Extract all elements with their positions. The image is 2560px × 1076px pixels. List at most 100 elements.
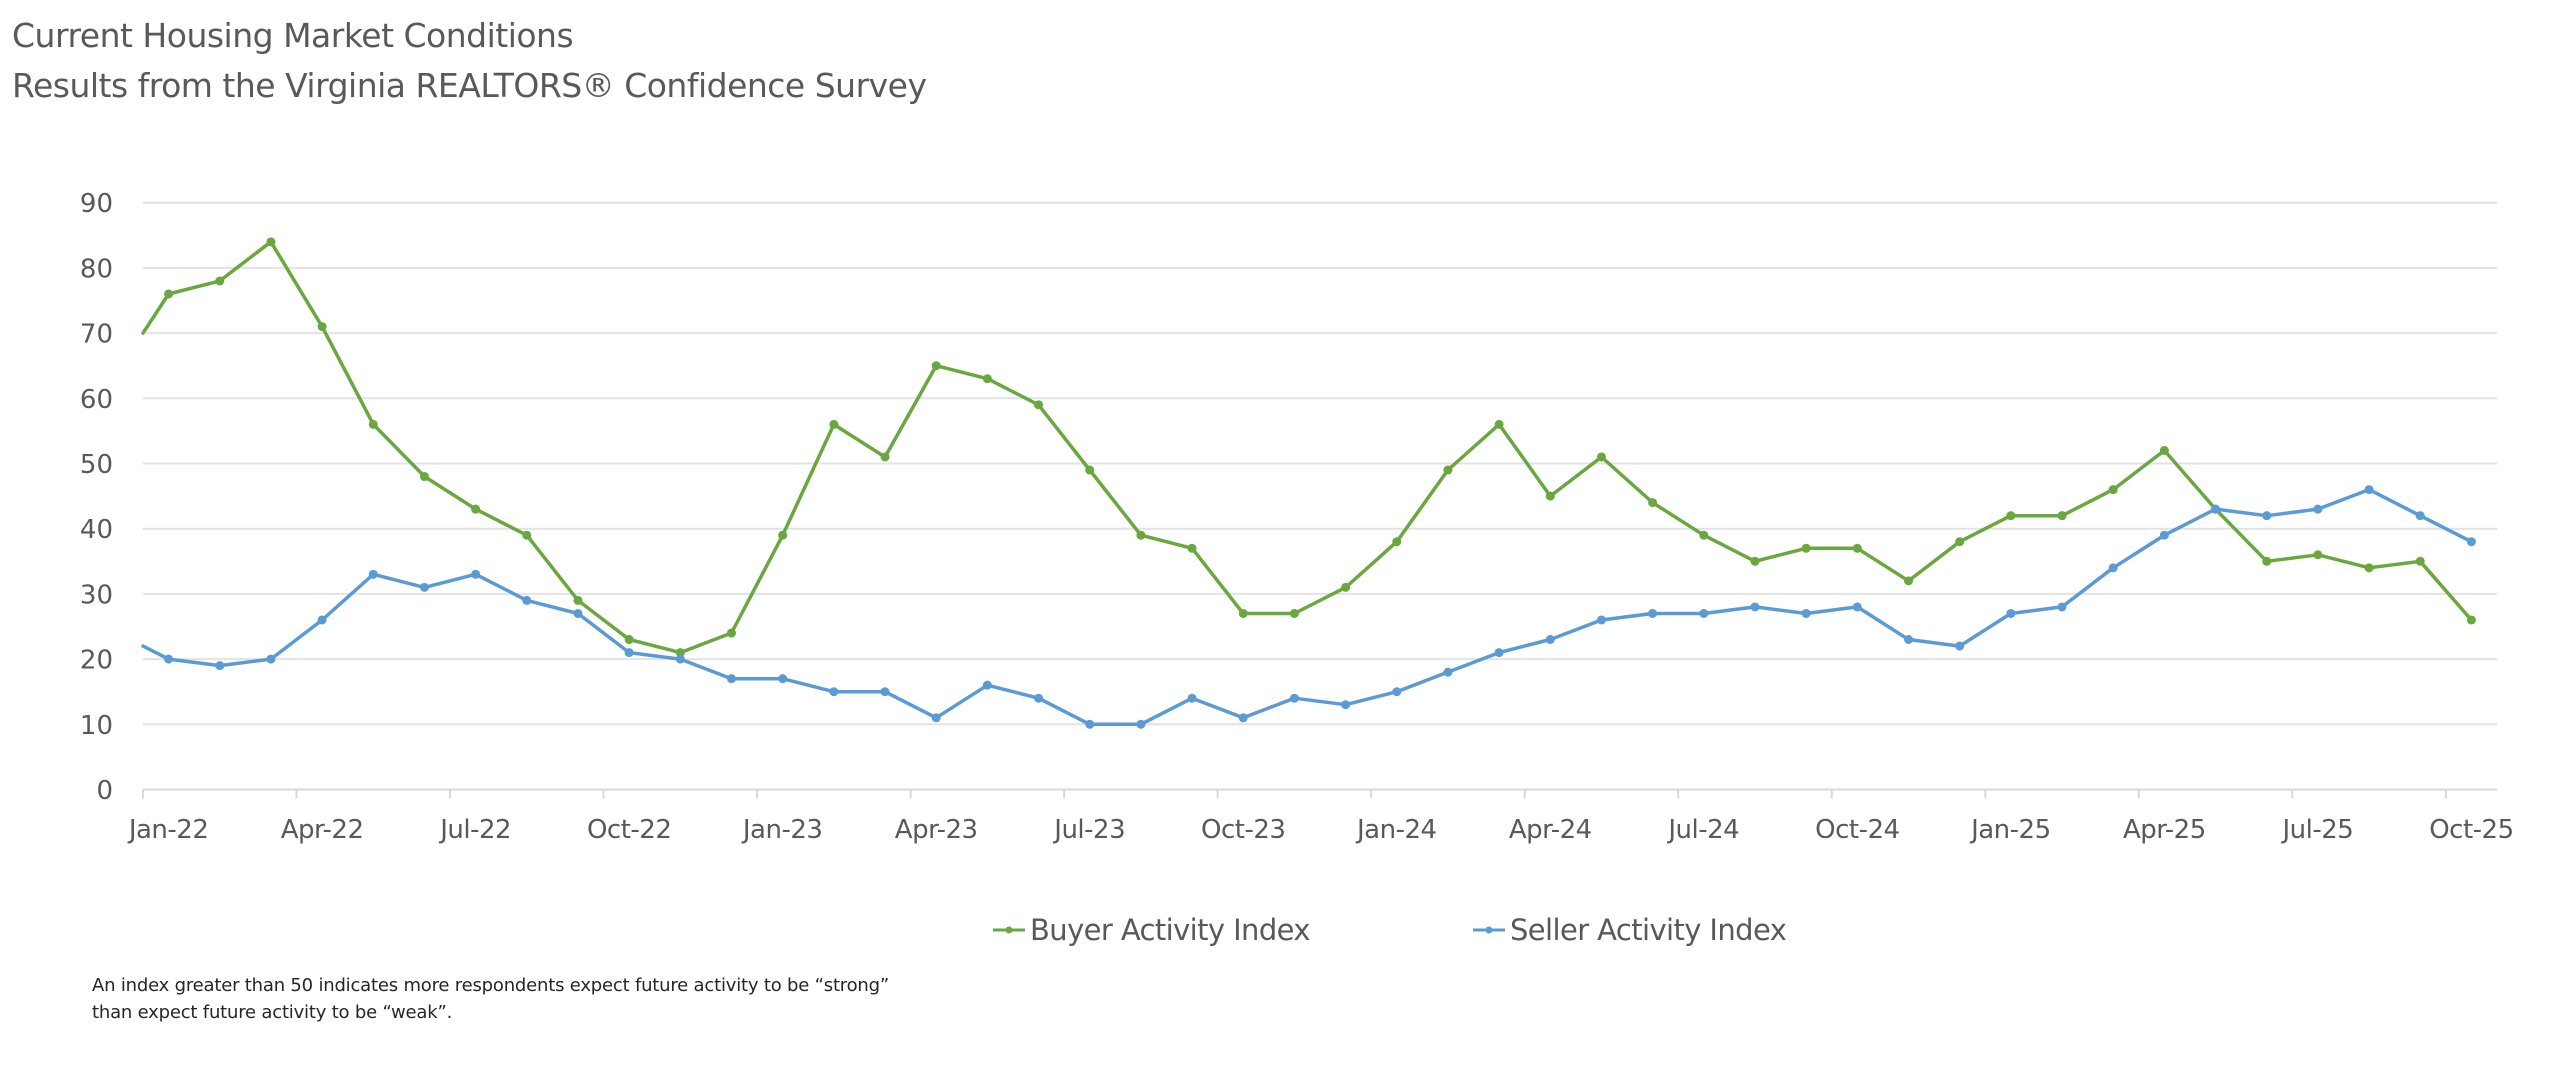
data-point[interactable] (675, 654, 685, 664)
data-point[interactable] (675, 648, 685, 658)
data-point[interactable] (1904, 635, 1913, 645)
data-point[interactable] (727, 674, 736, 684)
data-point[interactable] (931, 361, 941, 371)
data-point[interactable] (1341, 582, 1351, 592)
data-point[interactable] (419, 582, 429, 592)
y-axis: 0 10 20 30 40 50 60 70 80 90 (80, 189, 113, 806)
x-tick-label: Oct-24 (1815, 815, 1899, 845)
data-point[interactable] (1955, 641, 1965, 651)
data-point[interactable] (982, 374, 992, 384)
data-point[interactable] (2159, 445, 2169, 455)
data-point[interactable] (1136, 530, 1146, 540)
x-tick-label: Apr-23 (895, 815, 978, 845)
data-point[interactable] (1136, 719, 1146, 729)
data-point[interactable] (624, 648, 634, 658)
data-point[interactable] (1750, 602, 1760, 612)
data-point[interactable] (573, 608, 583, 618)
data-point[interactable] (317, 322, 327, 332)
y-tick-label: 10 (80, 711, 113, 741)
data-point[interactable] (2006, 511, 2016, 521)
data-point[interactable] (1392, 537, 1402, 547)
data-point[interactable] (1852, 543, 1862, 553)
y-tick-label: 50 (80, 450, 113, 480)
data-point[interactable] (1955, 537, 1965, 547)
data-point[interactable] (1545, 635, 1555, 645)
data-point[interactable] (829, 687, 839, 697)
data-point[interactable] (215, 661, 225, 671)
data-point[interactable] (1904, 576, 1913, 586)
data-point[interactable] (1341, 700, 1351, 710)
data-point[interactable] (880, 687, 890, 697)
data-point[interactable] (778, 530, 788, 540)
data-point[interactable] (2262, 511, 2272, 521)
legend-item-seller[interactable]: Seller Activity Index (1473, 912, 1787, 948)
data-point[interactable] (2466, 537, 2476, 547)
data-point[interactable] (1085, 719, 1095, 729)
data-point[interactable] (215, 276, 225, 286)
data-point[interactable] (2313, 504, 2323, 514)
data-point[interactable] (1545, 491, 1555, 501)
data-point[interactable] (522, 530, 532, 540)
data-point[interactable] (2057, 602, 2067, 612)
data-point[interactable] (1596, 615, 1606, 625)
data-point[interactable] (2415, 511, 2425, 521)
data-point[interactable] (164, 654, 174, 664)
data-point[interactable] (317, 615, 327, 625)
data-point[interactable] (1648, 498, 1658, 508)
data-point[interactable] (419, 472, 429, 482)
data-point[interactable] (880, 452, 890, 462)
data-point[interactable] (2057, 511, 2067, 521)
data-point[interactable] (1187, 543, 1197, 553)
data-point[interactable] (1699, 530, 1709, 540)
data-point[interactable] (982, 680, 992, 690)
data-point[interactable] (368, 419, 378, 429)
data-point[interactable] (471, 504, 481, 514)
data-point[interactable] (1238, 713, 1248, 723)
data-point[interactable] (1648, 608, 1658, 618)
x-tick-label: Jan-24 (1355, 815, 1437, 845)
data-point[interactable] (2159, 530, 2169, 540)
data-point[interactable] (1034, 400, 1044, 410)
data-point[interactable] (573, 595, 583, 605)
data-point[interactable] (1187, 693, 1197, 703)
data-point[interactable] (2313, 550, 2323, 560)
data-point[interactable] (778, 674, 788, 684)
data-point[interactable] (1699, 608, 1709, 618)
data-point[interactable] (1494, 419, 1504, 429)
data-point[interactable] (727, 628, 736, 638)
data-point[interactable] (266, 654, 276, 664)
data-point[interactable] (471, 569, 481, 579)
data-point[interactable] (1750, 556, 1760, 566)
data-point[interactable] (522, 595, 532, 605)
data-point[interactable] (2415, 556, 2425, 566)
legend-label-seller: Seller Activity Index (1510, 913, 1787, 947)
data-point[interactable] (1085, 465, 1095, 475)
data-point[interactable] (2466, 615, 2476, 625)
data-point[interactable] (1494, 648, 1504, 658)
data-point[interactable] (1034, 693, 1044, 703)
data-point[interactable] (1801, 543, 1811, 553)
data-point[interactable] (2262, 556, 2272, 566)
data-point[interactable] (2108, 563, 2118, 573)
data-point[interactable] (1289, 693, 1299, 703)
data-point[interactable] (1238, 608, 1248, 618)
data-point[interactable] (266, 237, 276, 247)
data-point[interactable] (624, 635, 634, 645)
data-point[interactable] (2006, 608, 2016, 618)
data-point[interactable] (1801, 608, 1811, 618)
data-point[interactable] (931, 713, 941, 723)
data-point[interactable] (2211, 504, 2221, 514)
data-point[interactable] (829, 419, 839, 429)
data-point[interactable] (368, 569, 378, 579)
data-point[interactable] (2364, 485, 2374, 495)
data-point[interactable] (1852, 602, 1862, 612)
data-point[interactable] (1289, 608, 1299, 618)
data-point[interactable] (1392, 687, 1402, 697)
data-point[interactable] (2364, 563, 2374, 573)
data-point[interactable] (2108, 485, 2118, 495)
data-point[interactable] (1443, 667, 1453, 677)
data-point[interactable] (1596, 452, 1606, 462)
data-point[interactable] (164, 289, 174, 299)
legend-item-buyer[interactable]: Buyer Activity Index (993, 912, 1311, 948)
data-point[interactable] (1443, 465, 1453, 475)
